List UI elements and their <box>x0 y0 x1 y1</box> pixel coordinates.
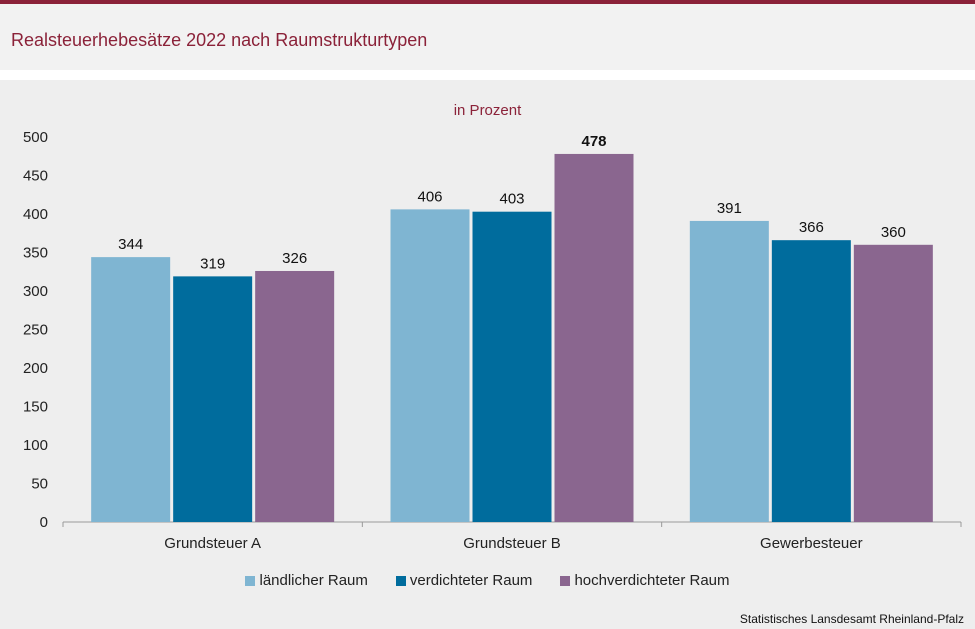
data-label: 319 <box>200 255 225 272</box>
legend-item: verdichteter Raum <box>395 572 533 589</box>
bar <box>91 257 171 522</box>
y-tick-label: 500 <box>23 129 48 146</box>
legend-label: hochverdichteter Raum <box>574 572 730 589</box>
legend-label: verdichteter Raum <box>409 572 533 589</box>
chart-title: Realsteuerhebesätze 2022 nach Raumstrukt… <box>11 30 428 50</box>
legend-swatch <box>245 575 256 586</box>
top-accent-bar <box>0 0 975 4</box>
y-tick-label: 300 <box>23 283 48 300</box>
y-tick-label: 250 <box>23 322 48 339</box>
y-tick-label: 50 <box>31 476 48 493</box>
y-tick-label: 400 <box>23 206 48 223</box>
data-label: 478 <box>581 133 606 150</box>
y-tick-label: 350 <box>23 245 48 262</box>
x-tick-label: Grundsteuer A <box>164 535 261 552</box>
bar <box>554 153 634 522</box>
data-label: 403 <box>499 191 524 208</box>
legend-swatch <box>560 575 571 586</box>
data-label: 326 <box>282 250 307 267</box>
data-label: 391 <box>717 200 742 217</box>
bar <box>771 240 851 522</box>
source-note: Statistisches Lansdesamt Rheinland-Pfalz <box>739 612 964 626</box>
legend-swatch <box>395 575 406 586</box>
x-tick-label: Grundsteuer B <box>463 535 561 552</box>
y-tick-label: 150 <box>23 399 48 416</box>
legend-label: ländlicher Raum <box>259 572 368 589</box>
header-separator <box>0 70 975 80</box>
x-tick-label: Gewerbesteuer <box>760 535 863 552</box>
header: Realsteuerhebesätze 2022 nach Raumstrukt… <box>0 4 975 70</box>
bar <box>173 276 253 522</box>
bar <box>255 270 335 522</box>
data-label: 344 <box>118 236 143 253</box>
y-tick-label: 100 <box>23 437 48 454</box>
y-tick-label: 0 <box>40 514 48 531</box>
unit-label: in Prozent <box>453 102 522 119</box>
y-tick-label: 200 <box>23 360 48 377</box>
bar <box>853 244 933 523</box>
data-label: 366 <box>799 219 824 236</box>
data-label: 406 <box>417 188 442 205</box>
data-label: 360 <box>881 224 906 241</box>
bar <box>472 211 552 522</box>
bar <box>390 209 470 522</box>
legend-item: hochverdichteter Raum <box>560 572 730 589</box>
legend-item: ländlicher Raum <box>245 572 368 589</box>
bar <box>689 220 769 522</box>
legend: ländlicher Raum verdichteter Raum hochverd… <box>0 572 975 589</box>
y-tick-label: 450 <box>23 168 48 185</box>
